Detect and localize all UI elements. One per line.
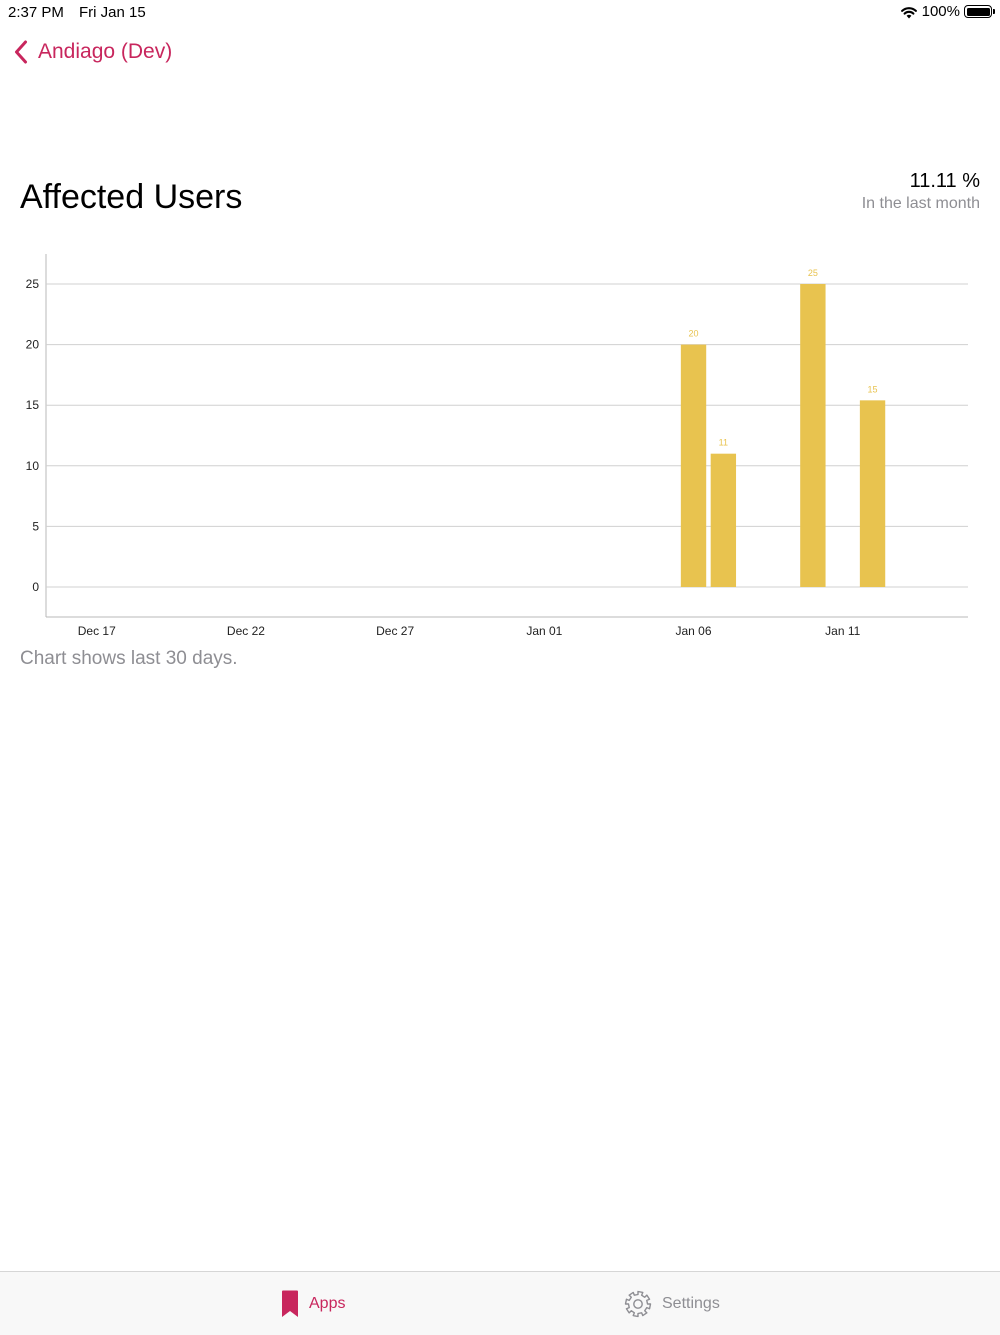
- bookmark-icon: [282, 1290, 298, 1317]
- y-tick-label: 10: [26, 459, 40, 473]
- y-tick-label: 20: [26, 338, 40, 352]
- chevron-left-icon: [15, 40, 27, 64]
- tab-bar: Apps Settings: [0, 1271, 1000, 1335]
- y-tick-label: 5: [32, 519, 39, 533]
- status-date: Fri Jan 15: [79, 4, 146, 21]
- bar-value-label: 11: [719, 438, 728, 448]
- bar-value-label: 20: [689, 329, 699, 339]
- tab-settings-label: Settings: [662, 1295, 720, 1312]
- status-right: 100%: [900, 3, 995, 20]
- status-bar: 2:37 PM Fri Jan 15 100%: [0, 0, 1000, 26]
- bar-value-label: 25: [808, 268, 818, 278]
- battery-icon: [964, 5, 995, 18]
- gear-icon: [624, 1290, 652, 1318]
- chart-caption: Chart shows last 30 days.: [20, 648, 238, 669]
- y-tick-label: 25: [26, 277, 40, 291]
- back-button[interactable]: Andiago (Dev): [14, 40, 172, 64]
- stat-caption: In the last month: [861, 195, 980, 212]
- x-tick-label: Jan 01: [526, 624, 562, 638]
- stat-value: 11.11 %: [909, 170, 980, 192]
- x-tick-label: Jan 06: [676, 624, 712, 638]
- battery-percent: 100%: [921, 3, 960, 20]
- tab-settings[interactable]: Settings: [624, 1290, 720, 1318]
- bar: [859, 400, 886, 587]
- affected-users-chart: 0 5 10 15 20 25 Dec 17 Dec 22 Dec 27 Jan 01 Jan 06…: [26, 254, 968, 638]
- bar: [710, 453, 737, 587]
- wifi-icon: [900, 6, 917, 18]
- tab-apps-label: Apps: [309, 1295, 346, 1312]
- x-tick-label: Dec 27: [376, 624, 414, 638]
- bar: [800, 284, 826, 587]
- x-tick-label: Dec 17: [78, 624, 116, 638]
- bar-value-label: 15: [868, 384, 878, 394]
- tab-apps[interactable]: Apps: [281, 1290, 345, 1318]
- status-time: 2:37 PM: [8, 4, 64, 21]
- bar: [680, 344, 707, 587]
- y-tick-label: 15: [26, 398, 40, 412]
- x-tick-label: Jan 11: [825, 624, 860, 638]
- affected-users-stat: 11.11 % In the last month: [862, 170, 980, 213]
- x-tick-label: Dec 22: [227, 624, 265, 638]
- y-tick-label: 0: [32, 580, 39, 594]
- page-title: Affected Users: [20, 178, 243, 216]
- back-button-label: Andiago (Dev): [38, 40, 173, 63]
